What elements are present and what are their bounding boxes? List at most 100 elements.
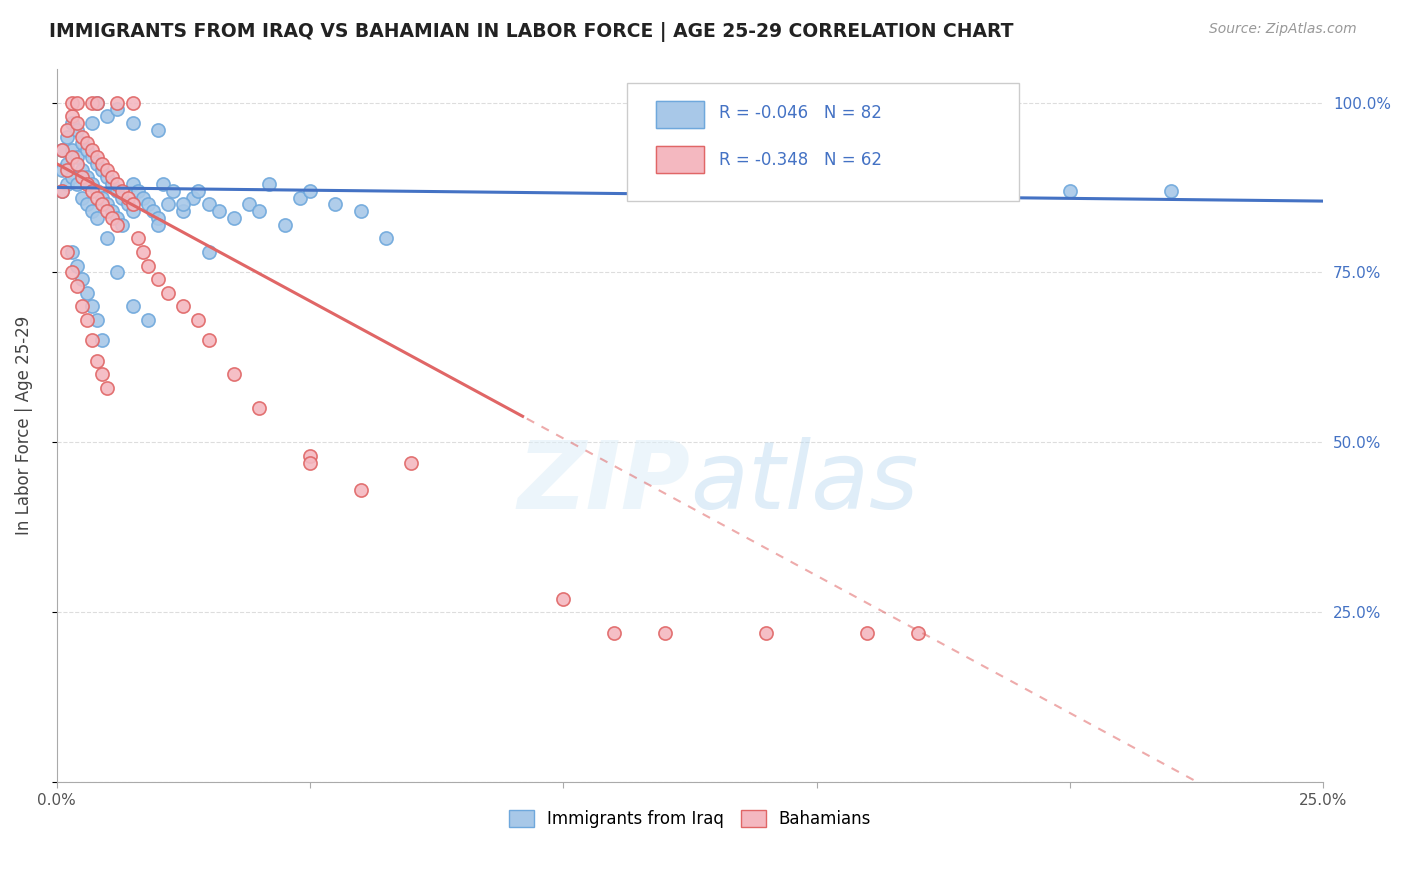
Point [187,313,209,327]
Point [101,177,124,191]
Point [298,184,321,198]
Point [247,204,270,219]
Point [172,300,194,314]
Point [86,211,108,225]
Point [96,231,118,245]
Point [66,177,89,191]
Point [121,95,143,110]
Point [60,245,83,260]
Point [80,334,103,348]
Point [60,95,83,110]
Point [86,191,108,205]
Point [96,204,118,219]
Point [755,625,778,640]
Point [1160,184,1182,198]
Point [70,129,93,144]
Point [222,368,245,382]
Point [76,170,98,185]
Point [60,150,83,164]
Point [907,625,929,640]
Point [76,136,98,151]
Point [55,245,77,260]
Point [298,449,321,463]
Point [60,109,83,123]
Point [197,334,219,348]
Point [86,95,108,110]
Point [146,218,169,232]
Point [107,177,129,191]
Point [60,170,83,185]
Point [70,170,93,185]
Point [66,157,89,171]
Point [142,204,165,219]
Point [856,625,879,640]
Point [55,163,77,178]
Point [401,456,423,470]
Point [197,197,219,211]
Point [51,184,73,198]
Point [111,191,134,205]
Point [162,184,184,198]
Point [96,109,118,123]
Point [197,245,219,260]
Point [66,150,89,164]
Point [55,122,77,136]
Point [96,170,118,185]
Point [273,218,295,232]
Point [101,204,124,219]
Point [80,95,103,110]
Y-axis label: In Labor Force | Age 25-29: In Labor Force | Age 25-29 [15,316,32,535]
Point [107,184,129,198]
Point [136,197,159,211]
Point [208,204,231,219]
Point [66,116,89,130]
Point [70,191,93,205]
Point [117,197,139,211]
Point [66,279,89,293]
Point [121,204,143,219]
Point [80,184,103,198]
Bar [655,146,704,173]
Point [111,218,134,232]
Text: R = -0.348   N = 62: R = -0.348 N = 62 [718,151,882,169]
Point [76,197,98,211]
Point [603,625,626,640]
Point [323,197,346,211]
Point [1059,184,1081,198]
Point [107,265,129,279]
Legend: Immigrants from Iraq, Bahamians: Immigrants from Iraq, Bahamians [502,803,877,835]
Point [259,177,281,191]
Point [127,184,149,198]
Text: IMMIGRANTS FROM IRAQ VS BAHAMIAN IN LABOR FORCE | AGE 25-29 CORRELATION CHART: IMMIGRANTS FROM IRAQ VS BAHAMIAN IN LABO… [49,22,1014,42]
Point [132,191,155,205]
Point [60,116,83,130]
Point [111,184,134,198]
Point [107,103,129,117]
FancyBboxPatch shape [627,83,1019,201]
Point [172,197,194,211]
Text: Source: ZipAtlas.com: Source: ZipAtlas.com [1209,22,1357,37]
Point [86,95,108,110]
Point [157,197,180,211]
Point [121,197,143,211]
Point [157,285,180,300]
Text: atlas: atlas [690,437,918,528]
Point [80,204,103,219]
Point [91,163,114,178]
Point [136,313,159,327]
Point [86,184,108,198]
Point [86,157,108,171]
Point [86,150,108,164]
Bar [655,146,704,173]
Point [76,143,98,157]
Point [121,177,143,191]
Point [96,163,118,178]
Point [80,300,103,314]
Point [70,272,93,286]
Point [91,368,114,382]
Point [91,334,114,348]
Point [51,143,73,157]
Bar [655,101,704,128]
Text: R = -0.046   N = 82: R = -0.046 N = 82 [718,104,882,122]
Point [76,177,98,191]
